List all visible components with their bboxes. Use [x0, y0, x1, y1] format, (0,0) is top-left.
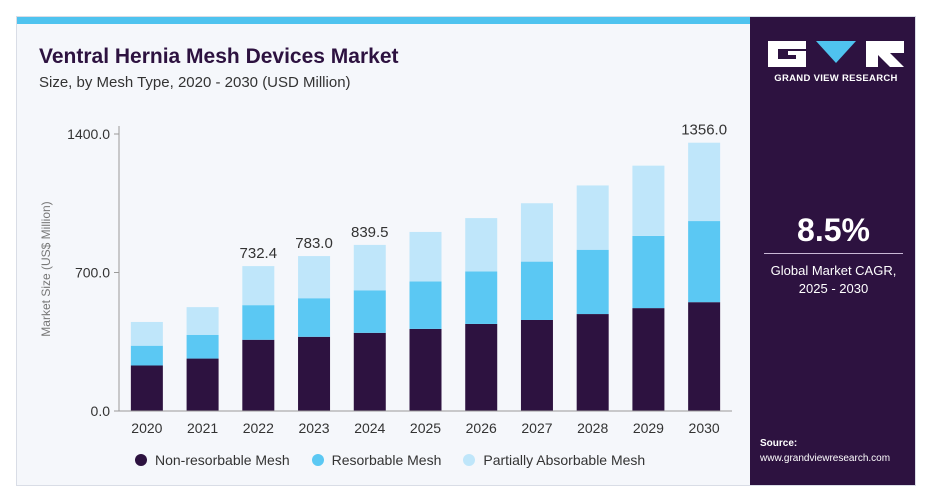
bar-partially-absorbable-2025 — [409, 231, 442, 282]
bar-resorbable-2026 — [465, 271, 498, 324]
legend-item-partially-absorbable: Partially Absorbable Mesh — [463, 452, 645, 468]
bar-non-resorbable-2020 — [130, 365, 163, 411]
legend-swatch-resorbable — [311, 454, 324, 466]
cagr-label: Global Market CAGR, 2025 - 2030 — [750, 262, 915, 298]
legend-label-partially-absorbable: Partially Absorbable Mesh — [483, 452, 646, 468]
x-tick-label: 2028 — [577, 420, 608, 436]
bar-partially-absorbable-2028 — [576, 185, 609, 250]
bar-resorbable-2027 — [520, 261, 553, 320]
accent-bar — [17, 17, 750, 24]
bar-resorbable-2023 — [298, 298, 331, 337]
source-link[interactable]: www.grandviewresearch.com — [760, 453, 891, 464]
source-label: Source: — [760, 438, 798, 449]
bar-resorbable-2021 — [186, 334, 219, 359]
x-tick-label: 2021 — [187, 420, 218, 436]
bar-resorbable-2022 — [242, 305, 275, 340]
cagr-value: 8.5% — [797, 212, 870, 248]
cagr-divider — [764, 253, 903, 254]
x-axis: 2020 2021 2022 2023 2024 2025 2026 2027 2028 2029… — [119, 410, 732, 436]
bar-partially-absorbable-2024 — [353, 244, 386, 291]
bar-non-resorbable-2027 — [520, 319, 553, 411]
bar-resorbable-2020 — [130, 345, 163, 366]
chart-card: Ventral Hernia Mesh Devices Market Size,… — [16, 16, 916, 486]
legend-item-resorbable: Resorbable Mesh — [311, 452, 442, 468]
bar-chart: 0.0 700.0 1400.0 732.4 783.0 839.5 1356.0 202… — [39, 122, 732, 436]
x-tick-label: 2026 — [466, 420, 497, 436]
x-tick-label: 2027 — [521, 420, 552, 436]
y-tick-label: 1400.0 — [67, 126, 110, 142]
bar-resorbable-2030 — [688, 221, 721, 303]
brand-sidebar: GRAND VIEW RESEARCH 8.5% Global Market C… — [750, 17, 915, 485]
x-tick-label: 2025 — [410, 420, 441, 436]
bar-partially-absorbable-2027 — [520, 203, 553, 262]
grand-view-research-logo-icon — [768, 41, 904, 67]
x-tick-label: 2030 — [689, 420, 720, 436]
y-tick-label: 700.0 — [75, 265, 110, 281]
legend-swatch-partially-absorbable — [463, 454, 476, 466]
bar-non-resorbable-2029 — [632, 308, 665, 411]
cagr-label-line2: 2025 - 2030 — [798, 281, 869, 296]
bar-non-resorbable-2030 — [688, 302, 721, 411]
bar-resorbable-2028 — [576, 249, 609, 315]
bar-partially-absorbable-2030 — [688, 142, 721, 222]
bar-non-resorbable-2023 — [298, 336, 331, 411]
x-tick-label: 2020 — [131, 420, 162, 436]
bar-partially-absorbable-2026 — [465, 218, 498, 272]
y-axis-title: Market Size (US$ Million) — [39, 201, 53, 336]
data-label-2024: 839.5 — [351, 224, 389, 241]
y-tick-label: 0.0 — [91, 403, 111, 419]
y-axis: 0.0 700.0 1400.0 — [67, 126, 120, 419]
bar-resorbable-2024 — [353, 290, 386, 333]
bar-series: 732.4 783.0 839.5 1356.0 — [130, 122, 727, 411]
data-label-2023: 783.0 — [295, 235, 333, 252]
bar-partially-absorbable-2021 — [186, 307, 219, 335]
bar-partially-absorbable-2022 — [242, 266, 275, 306]
chart-title: Ventral Hernia Mesh Devices Market — [39, 45, 399, 68]
data-label-2030: 1356.0 — [681, 122, 727, 139]
legend-label-resorbable: Resorbable Mesh — [331, 452, 442, 468]
bar-non-resorbable-2024 — [353, 332, 386, 411]
legend-swatch-non-resorbable — [135, 454, 147, 466]
x-tick-label: 2022 — [243, 420, 274, 436]
bar-non-resorbable-2021 — [186, 358, 219, 411]
data-label-2022: 732.4 — [240, 245, 278, 262]
bar-non-resorbable-2028 — [576, 314, 609, 411]
bar-partially-absorbable-2023 — [298, 256, 331, 299]
legend-label-non-resorbable: Non-resorbable Mesh — [155, 452, 290, 468]
bar-resorbable-2029 — [632, 235, 665, 309]
legend-item-non-resorbable: Non-resorbable Mesh — [135, 452, 290, 468]
bar-partially-absorbable-2029 — [632, 165, 665, 236]
x-tick-label: 2029 — [633, 420, 664, 436]
cagr-label-line1: Global Market CAGR, — [770, 263, 897, 278]
chart-legend: Non-resorbable Mesh Resorbable Mesh Part… — [135, 451, 667, 469]
bar-partially-absorbable-2020 — [130, 321, 163, 346]
x-tick-label: 2023 — [298, 420, 329, 436]
bar-non-resorbable-2025 — [409, 328, 442, 411]
bar-non-resorbable-2026 — [465, 323, 498, 411]
logo-text: GRAND VIEW RESEARCH — [774, 73, 898, 84]
bar-resorbable-2025 — [409, 281, 442, 329]
chart-subtitle: Size, by Mesh Type, 2020 - 2030 (USD Mil… — [39, 74, 351, 91]
bar-non-resorbable-2022 — [242, 339, 275, 411]
x-tick-label: 2024 — [354, 420, 385, 436]
